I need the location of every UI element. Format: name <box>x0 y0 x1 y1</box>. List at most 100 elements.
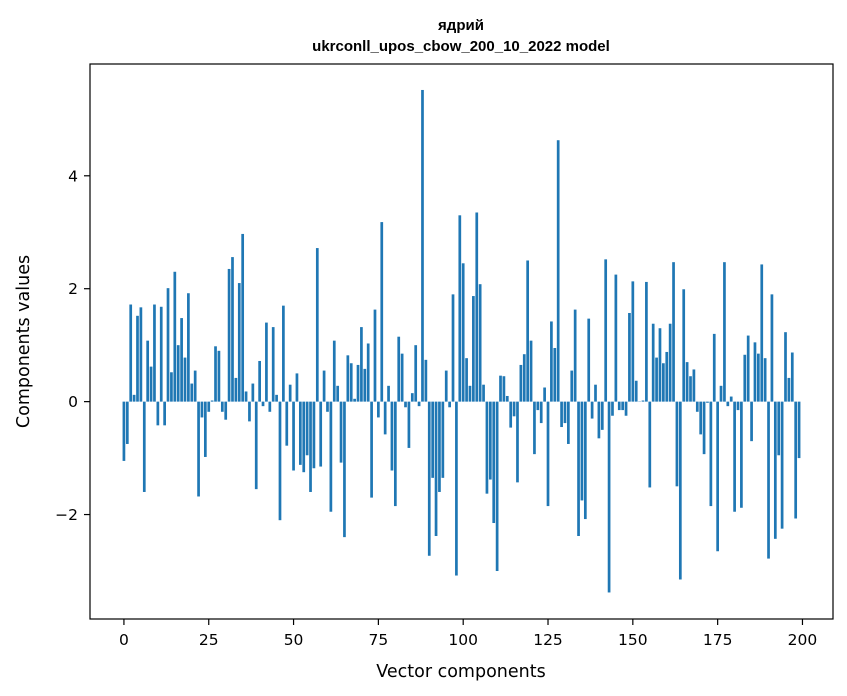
bar-80 <box>393 401 397 507</box>
bar-119 <box>526 260 530 402</box>
bar-103 <box>472 296 475 402</box>
x-tick-label-1: 25 <box>199 631 219 649</box>
bar-113 <box>505 395 509 402</box>
bar-63 <box>336 385 340 402</box>
bar-97 <box>451 294 455 402</box>
bar-182 <box>740 401 743 508</box>
bar-165 <box>682 289 686 402</box>
bar-176 <box>719 385 723 402</box>
bar-118 <box>522 354 526 402</box>
bar-133 <box>573 309 577 402</box>
bar-36 <box>244 391 248 402</box>
bar-90 <box>427 401 431 556</box>
bar-178 <box>726 401 730 407</box>
bar-127 <box>553 347 557 402</box>
bar-129 <box>560 401 563 428</box>
x-tick-label-8: 200 <box>788 631 818 649</box>
bar-66 <box>346 355 350 402</box>
bar-87 <box>417 401 421 407</box>
bar-6 <box>142 401 146 492</box>
x-tick-label-4: 100 <box>448 631 478 649</box>
bar-59 <box>322 370 326 402</box>
bar-91 <box>431 401 435 478</box>
bar-134 <box>577 401 580 536</box>
bar-130 <box>563 401 567 424</box>
bar-92 <box>434 401 438 536</box>
bar-166 <box>685 362 689 402</box>
y-tick-label-0: −2 <box>55 506 78 524</box>
bar-132 <box>570 370 574 402</box>
bar-82 <box>400 353 404 402</box>
x-axis-label: Vector components <box>376 662 545 682</box>
bar-138 <box>590 401 594 419</box>
bar-24 <box>203 401 207 457</box>
x-tick-label-7: 175 <box>703 631 733 649</box>
bar-47 <box>282 305 285 402</box>
bar-16 <box>176 345 180 402</box>
bar-48 <box>285 401 289 446</box>
x-tick-label-3: 75 <box>369 631 389 649</box>
bar-173 <box>709 401 713 507</box>
bar-115 <box>512 401 516 417</box>
bar-77 <box>383 401 387 435</box>
bar-121 <box>533 401 536 455</box>
y-tick-label-1: 0 <box>68 393 78 411</box>
bar-149 <box>628 312 631 402</box>
bar-84 <box>407 401 411 448</box>
bar-96 <box>448 401 451 408</box>
x-tick-label-0: 0 <box>119 631 129 649</box>
bar-67 <box>349 363 353 402</box>
bar-5 <box>139 307 143 402</box>
bar-35 <box>241 233 245 402</box>
bar-27 <box>214 346 217 402</box>
bar-99 <box>458 215 462 402</box>
bar-79 <box>390 401 394 471</box>
bar-70 <box>360 327 363 402</box>
bar-185 <box>750 401 753 442</box>
bar-199 <box>797 401 801 459</box>
bar-56 <box>312 401 316 469</box>
chart-title: ядрий <box>438 17 484 34</box>
bar-8 <box>149 366 153 402</box>
bar-153 <box>641 400 645 402</box>
bar-58 <box>319 401 323 467</box>
bar-156 <box>651 323 655 402</box>
bar-86 <box>414 345 418 402</box>
bar-125 <box>546 401 550 507</box>
bar-136 <box>583 401 587 520</box>
bar-61 <box>329 401 333 512</box>
bar-65 <box>343 401 346 538</box>
bar-72 <box>366 343 370 402</box>
bar-25 <box>207 401 211 412</box>
bar-164 <box>678 401 682 580</box>
bar-100 <box>461 263 465 402</box>
bar-105 <box>478 284 482 402</box>
bar-2 <box>129 304 133 402</box>
bar-104 <box>475 212 479 402</box>
bar-171 <box>702 401 706 455</box>
bar-191 <box>770 294 774 402</box>
bar-45 <box>275 394 278 402</box>
y-tick-label-2: 2 <box>68 280 78 298</box>
bar-42 <box>265 322 268 402</box>
bar-122 <box>536 401 540 411</box>
bar-167 <box>689 376 692 402</box>
bar-62 <box>332 340 336 402</box>
bar-169 <box>695 401 699 412</box>
bar-73 <box>370 401 373 498</box>
bar-49 <box>288 384 292 402</box>
bar-11 <box>159 306 163 402</box>
bar-140 <box>597 401 601 439</box>
bar-85 <box>410 393 414 402</box>
bar-143 <box>607 401 611 593</box>
bar-175 <box>716 401 719 552</box>
bar-7 <box>146 340 150 402</box>
bar-198 <box>794 401 798 519</box>
bar-13 <box>166 288 170 402</box>
bar-107 <box>485 401 489 494</box>
bar-40 <box>258 360 261 402</box>
bar-159 <box>662 363 665 402</box>
bar-26 <box>210 400 214 402</box>
bar-30 <box>224 401 228 420</box>
y-axis-ticks: −2 0 2 4 <box>55 167 90 524</box>
